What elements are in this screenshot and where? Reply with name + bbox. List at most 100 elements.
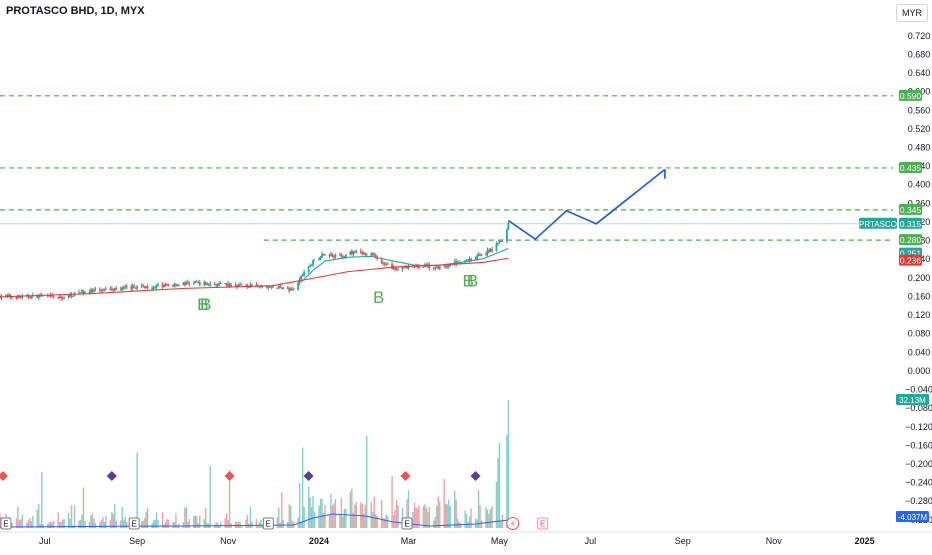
signal-diamond-icon [400, 471, 411, 481]
candle-body [225, 283, 228, 286]
candle-body [11, 296, 13, 298]
volume-value-tag: 32.13M [899, 396, 926, 405]
volume-bar [218, 524, 220, 528]
candle-body [362, 252, 365, 255]
candle-body [497, 242, 499, 244]
volume-bar [57, 512, 59, 528]
candle-body [172, 285, 174, 287]
y-tick-label: 0.200 [908, 273, 931, 283]
candle-body [353, 251, 356, 253]
candle-body [438, 266, 441, 270]
candle-body [373, 253, 376, 255]
volume-bar [290, 505, 292, 528]
candle-body [183, 282, 186, 285]
x-tick-label: Nov [766, 536, 783, 546]
volume-ma-tag-bg [896, 511, 929, 522]
candle-body [69, 294, 71, 296]
buy-marker: B [197, 295, 208, 314]
candle-body [307, 267, 310, 273]
volume-bar [142, 521, 144, 528]
candle-body [489, 249, 492, 252]
volume-bar [394, 510, 396, 528]
currency-button[interactable]: MYR [896, 4, 928, 22]
last-price-tag-bg [899, 217, 922, 229]
candle-body [192, 283, 195, 285]
volume-bar [339, 514, 341, 528]
volume-bar [319, 498, 322, 528]
volume-bar [215, 522, 217, 528]
volume-bar [209, 465, 211, 528]
projection-path [507, 168, 666, 241]
y-tick-label: 0.120 [908, 310, 931, 320]
candle-body [28, 297, 31, 299]
volume-bar [288, 504, 290, 528]
volume-bar [470, 508, 472, 528]
candle-body [161, 284, 164, 288]
candle-body [383, 263, 386, 265]
candle-body [203, 281, 206, 285]
candle-body [395, 269, 398, 271]
candle-body [81, 290, 83, 293]
volume-bar [342, 516, 344, 528]
candle-body [227, 283, 229, 286]
candle-body [103, 289, 106, 291]
candle-body [177, 284, 180, 286]
volume-bar [79, 520, 82, 528]
volume-bar [376, 516, 378, 528]
volume-bar [424, 504, 426, 528]
candle-body [124, 286, 127, 288]
candle-body [40, 295, 43, 297]
volume-bar [152, 520, 155, 528]
candle-body [313, 259, 316, 261]
candle-body [109, 288, 112, 291]
volume-bar [251, 521, 253, 528]
buy-marker: B [467, 272, 478, 291]
candle-body [276, 287, 279, 289]
candle-body [279, 285, 282, 288]
candle-body [361, 251, 364, 255]
volume-bar [199, 515, 201, 528]
volume-bar [172, 522, 174, 528]
candle-body [234, 284, 237, 286]
candle-body [505, 229, 508, 242]
candle-body [94, 289, 97, 291]
candle-body [112, 288, 115, 291]
volume-bar [477, 490, 480, 528]
volume-bar [260, 519, 262, 528]
volume-bar [282, 520, 284, 528]
volume-bar [309, 497, 311, 528]
volume-bar [121, 506, 123, 528]
volume-bar [363, 513, 365, 528]
volume-bar [140, 521, 143, 528]
candle-body [319, 257, 322, 260]
candle-body [428, 264, 431, 269]
volume-value-tag-bg [896, 394, 929, 405]
volume-bar [157, 519, 159, 528]
candle-body [204, 281, 207, 284]
volume-bar [58, 521, 61, 528]
x-tick-label: Jul [39, 536, 51, 546]
signal-diamond-icon [224, 471, 235, 481]
candle-body [330, 254, 332, 257]
volume-bar [385, 514, 387, 528]
candle-body [61, 298, 64, 300]
volume-bar [488, 513, 490, 528]
y-tick-label: 0.160 [908, 291, 931, 301]
volume-bar [187, 521, 189, 528]
candle-body [370, 253, 373, 256]
volume-bar [20, 519, 22, 528]
volume-bar [351, 488, 353, 528]
candle-body [237, 284, 240, 288]
candle-body [186, 282, 189, 284]
earnings-label: E [132, 520, 137, 529]
candle-body [474, 258, 477, 260]
volume-bar [298, 483, 301, 528]
volume-bar [182, 521, 185, 528]
volume-bar [52, 520, 55, 528]
volume-bar [373, 496, 375, 528]
candle-body [397, 269, 399, 271]
candle-body [121, 287, 124, 291]
volume-bar [495, 481, 498, 528]
